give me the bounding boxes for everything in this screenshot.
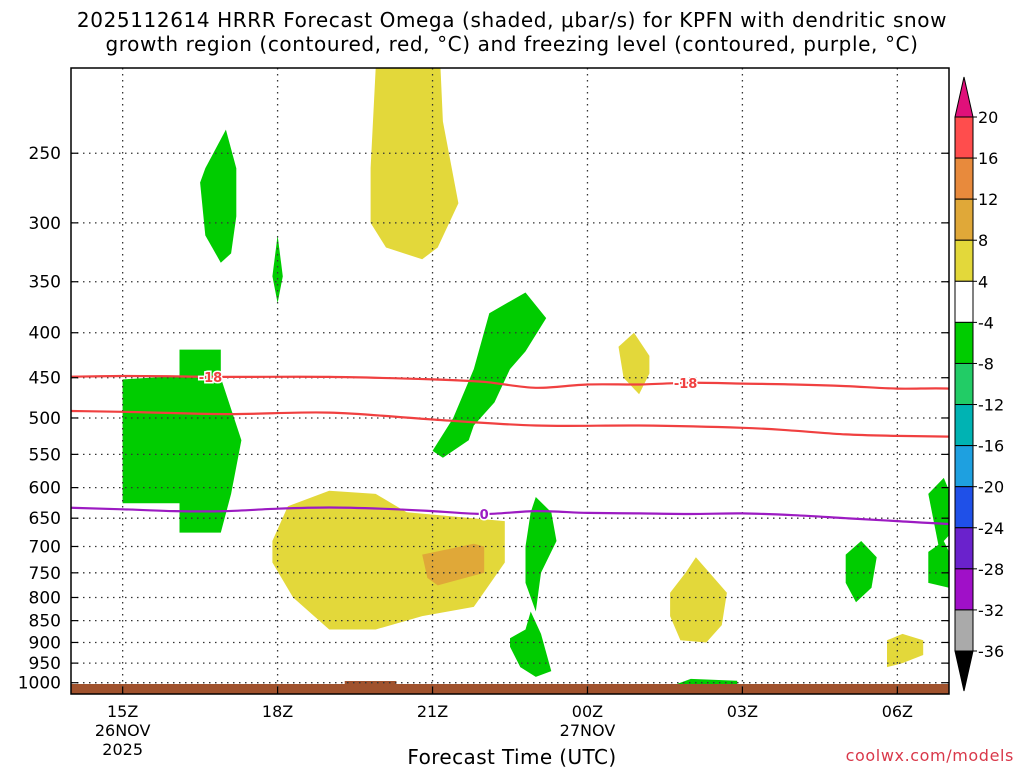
x-tick-label-16-0: 06Z	[882, 702, 913, 721]
colorbar-label-13: -32	[978, 601, 1004, 620]
y-tick-label-500: 500	[29, 409, 61, 429]
y-axis: 2503003504004505005506006507007508008509…	[18, 144, 949, 694]
terrain-bar	[71, 684, 949, 694]
omega-region-1	[200, 129, 237, 263]
y-tick-label-950: 950	[29, 654, 61, 674]
omega-region-8	[845, 541, 877, 603]
colorbar-label-1: 20	[978, 108, 998, 127]
y-tick-label-800: 800	[29, 588, 61, 608]
chart-title-line-2: growth region (contoured, red, °C) and f…	[105, 32, 919, 56]
colorbar-segment-13	[954, 609, 974, 652]
omega-region-11	[370, 68, 459, 260]
colorbar-segment-4	[954, 239, 974, 282]
x-tick-label-10-0: 00Z	[572, 702, 603, 721]
colorbar-label-7: -8	[978, 354, 994, 373]
y-tick-label-700: 700	[29, 537, 61, 557]
colorbar-segment-12	[954, 568, 974, 611]
isotherm-label-1-2: -18	[674, 377, 698, 392]
omega-region-9	[928, 477, 949, 547]
colorbar-label-12: -28	[978, 560, 1004, 579]
colorbar-label-3: 12	[978, 190, 998, 209]
plot-border	[70, 67, 950, 695]
colorbar: 20 16 12 8 4 -4 -8 -12 -16 -20 -24 -28 -32 -36	[954, 76, 1004, 692]
colorbar-under-arrow	[954, 650, 974, 692]
grid-lines	[71, 68, 949, 694]
y-tick-label-600: 600	[29, 479, 61, 499]
y-tick-label-300: 300	[29, 214, 61, 234]
x-tick-label-10-1: 27NOV	[560, 721, 616, 740]
plot-area: -18 -18 0	[71, 68, 949, 694]
chart-title-line-1: 2025112614 HRRR Forecast Omega (shaded, …	[76, 8, 948, 32]
colorbar-label-6: -4	[978, 313, 994, 332]
y-tick-label-250: 250	[29, 144, 61, 164]
y-tick-label-650: 650	[29, 509, 61, 529]
x-axis-label: Forecast Time (UTC)	[407, 745, 617, 769]
colorbar-label-5: 4	[978, 272, 988, 291]
colorbar-segment-9	[954, 445, 974, 488]
omega-region-4	[432, 292, 547, 458]
x-tick-label-7-0: 21Z	[417, 702, 448, 721]
isotherm-label-3-1: 0	[480, 508, 489, 523]
colorbar-segment-11	[954, 527, 974, 570]
isotherm-line-1	[71, 374, 949, 390]
isotherm-line-2	[71, 409, 949, 438]
colorbar-segment-1	[954, 116, 974, 159]
colorbar-segment-7	[954, 362, 974, 406]
omega-region-5	[525, 497, 557, 612]
terrain-bump	[344, 681, 397, 685]
isotherm-label-1-1: -18	[199, 371, 223, 386]
omega-region-10	[928, 541, 949, 588]
omega-region-2	[272, 235, 283, 303]
colorbar-segment-2	[954, 157, 974, 200]
x-tick-label-1-1: 26NOV	[95, 721, 151, 740]
omega-region-3	[122, 349, 242, 533]
omega-region-15	[887, 633, 924, 668]
omega-region-12	[618, 332, 650, 395]
colorbar-segment-8	[954, 404, 974, 447]
colorbar-label-11: -24	[978, 519, 1004, 538]
colorbar-label-9: -16	[978, 437, 1004, 456]
y-tick-label-1000: 1000	[18, 674, 61, 694]
colorbar-over-arrow	[954, 76, 974, 118]
colorbar-label-14: -36	[978, 642, 1004, 661]
colorbar-label-2: 16	[978, 149, 998, 168]
isotherm-line-3	[71, 506, 949, 526]
x-tick-label-13-0: 03Z	[727, 702, 758, 721]
y-tick-label-450: 450	[29, 369, 61, 389]
omega-region-17	[422, 543, 485, 586]
colorbar-label-8: -12	[978, 396, 1004, 415]
colorbar-label-10: -20	[978, 478, 1004, 497]
y-tick-label-350: 350	[29, 273, 61, 293]
x-tick-label-1-0: 15Z	[107, 702, 138, 721]
y-tick-label-400: 400	[29, 324, 61, 344]
colorbar-label-4: 8	[978, 231, 988, 250]
colorbar-segment-3	[954, 198, 974, 241]
y-tick-label-550: 550	[29, 445, 61, 465]
x-tick-label-4-0: 18Z	[262, 702, 293, 721]
y-tick-label-900: 900	[29, 633, 61, 653]
y-tick-label-850: 850	[29, 612, 61, 632]
omega-region-6	[510, 611, 552, 677]
x-tick-label-1-2: 2025	[102, 740, 143, 759]
colorbar-segment-10	[954, 486, 974, 529]
source-credit: coolwx.com/models	[845, 746, 1014, 765]
y-tick-label-750: 750	[29, 564, 61, 584]
omega-region-13	[272, 490, 505, 630]
colorbar-segment-6	[954, 321, 974, 364]
colorbar-segment-5	[954, 280, 974, 323]
